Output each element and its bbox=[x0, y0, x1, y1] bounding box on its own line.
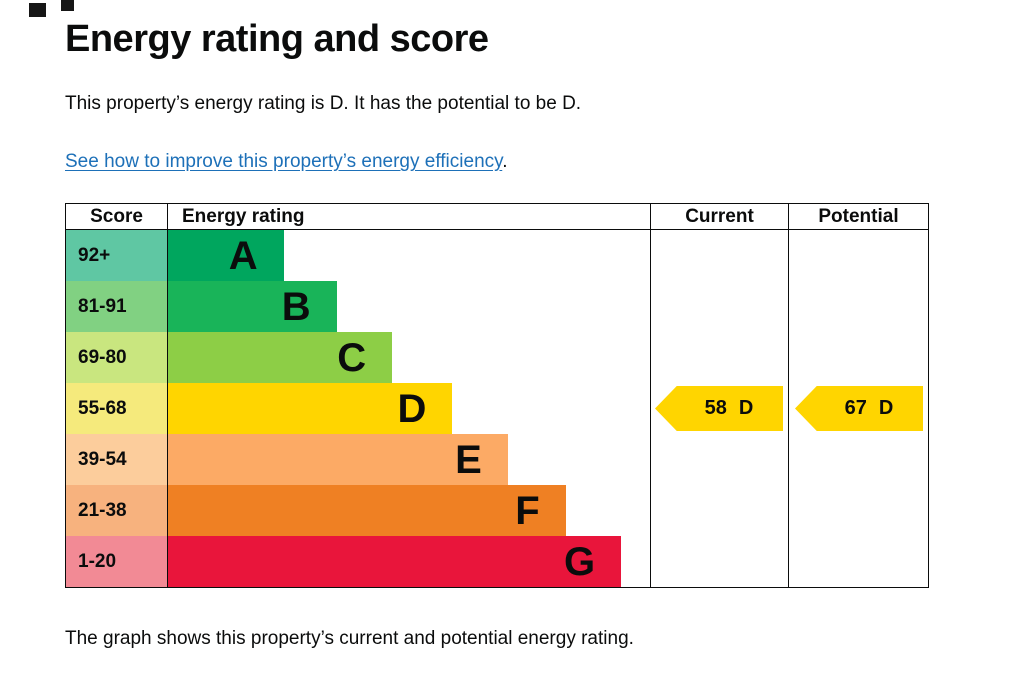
score-range-d: 55-68 bbox=[66, 383, 168, 434]
potential-cell-e bbox=[789, 434, 928, 485]
column-header-score: Score bbox=[66, 204, 168, 229]
potential-cell-f bbox=[789, 485, 928, 536]
column-header-current: Current bbox=[651, 204, 789, 229]
current-rating-score: 58 bbox=[704, 397, 727, 419]
rating-cell-b: B bbox=[168, 281, 651, 332]
potential-rating-score: 67 bbox=[844, 397, 867, 419]
rating-cell-c: C bbox=[168, 332, 651, 383]
current-cell-e bbox=[651, 434, 789, 485]
improve-link-line: See how to improve this property’s energ… bbox=[65, 149, 508, 174]
band-bar-b: B bbox=[168, 281, 337, 332]
band-bar-c: C bbox=[168, 332, 393, 383]
score-range-a: 92+ bbox=[66, 230, 168, 281]
band-bar-d: D bbox=[168, 383, 453, 434]
band-letter-c: C bbox=[337, 335, 367, 380]
band-letter-d: D bbox=[397, 386, 427, 431]
band-row-g: 1-20 G bbox=[66, 536, 928, 587]
chart-caption: The graph shows this property’s current … bbox=[65, 628, 634, 649]
band-row-a: 92+ A bbox=[66, 230, 928, 281]
current-cell-b bbox=[651, 281, 789, 332]
cropped-artifact-1 bbox=[29, 3, 46, 17]
energy-rating-chart: Score Energy rating Current Potential 92… bbox=[65, 203, 929, 588]
band-letter-e: E bbox=[455, 437, 482, 482]
potential-cell-b bbox=[789, 281, 928, 332]
column-header-energy-rating: Energy rating bbox=[168, 204, 651, 229]
potential-cell-g bbox=[789, 536, 928, 587]
band-letter-a: A bbox=[228, 233, 258, 278]
score-range-f: 21-38 bbox=[66, 485, 168, 536]
score-range-g: 1-20 bbox=[66, 536, 168, 587]
potential-cell-d: 67 D bbox=[789, 383, 928, 434]
chart-body: 92+ A 81-91 B 69-80 C 55-68 D 58 D 67 D 39-54 E 21-38 F… bbox=[66, 230, 928, 587]
chart-header-row: Score Energy rating Current Potential bbox=[66, 204, 928, 230]
band-row-d: 55-68 D 58 D 67 D bbox=[66, 383, 928, 434]
band-bar-e: E bbox=[168, 434, 508, 485]
band-bar-g: G bbox=[168, 536, 622, 587]
rating-cell-d: D bbox=[168, 383, 651, 434]
cropped-artifact-2 bbox=[61, 0, 74, 11]
band-letter-f: F bbox=[515, 488, 540, 533]
current-cell-f bbox=[651, 485, 789, 536]
score-range-b: 81-91 bbox=[66, 281, 168, 332]
band-row-c: 69-80 C bbox=[66, 332, 928, 383]
band-letter-g: G bbox=[563, 539, 596, 584]
potential-cell-a bbox=[789, 230, 928, 281]
rating-cell-g: G bbox=[168, 536, 651, 587]
score-range-e: 39-54 bbox=[66, 434, 168, 485]
current-rating-letter: D bbox=[738, 397, 754, 419]
current-cell-c bbox=[651, 332, 789, 383]
band-bar-f: F bbox=[168, 485, 566, 536]
intro-text: This property’s energy rating is D. It h… bbox=[65, 93, 582, 114]
current-cell-d: 58 D bbox=[651, 383, 789, 434]
potential-rating-arrow: 67 D bbox=[795, 386, 923, 431]
current-cell-a bbox=[651, 230, 789, 281]
band-bar-a: A bbox=[168, 230, 284, 281]
column-header-potential: Potential bbox=[818, 205, 899, 227]
potential-rating-letter: D bbox=[878, 397, 894, 419]
band-row-e: 39-54 E bbox=[66, 434, 928, 485]
current-rating-arrow: 58 D bbox=[655, 386, 783, 431]
band-letter-b: B bbox=[281, 284, 311, 329]
potential-cell-c bbox=[789, 332, 928, 383]
link-suffix-period: . bbox=[502, 151, 508, 172]
band-row-f: 21-38 F bbox=[66, 485, 928, 536]
current-cell-g bbox=[651, 536, 789, 587]
band-row-b: 81-91 B bbox=[66, 281, 928, 332]
rating-cell-a: A bbox=[168, 230, 651, 281]
page-title: Energy rating and score bbox=[65, 18, 489, 60]
score-range-c: 69-80 bbox=[66, 332, 168, 383]
improve-energy-efficiency-link[interactable]: See how to improve this property’s energ… bbox=[65, 151, 503, 172]
rating-cell-f: F bbox=[168, 485, 651, 536]
rating-cell-e: E bbox=[168, 434, 651, 485]
